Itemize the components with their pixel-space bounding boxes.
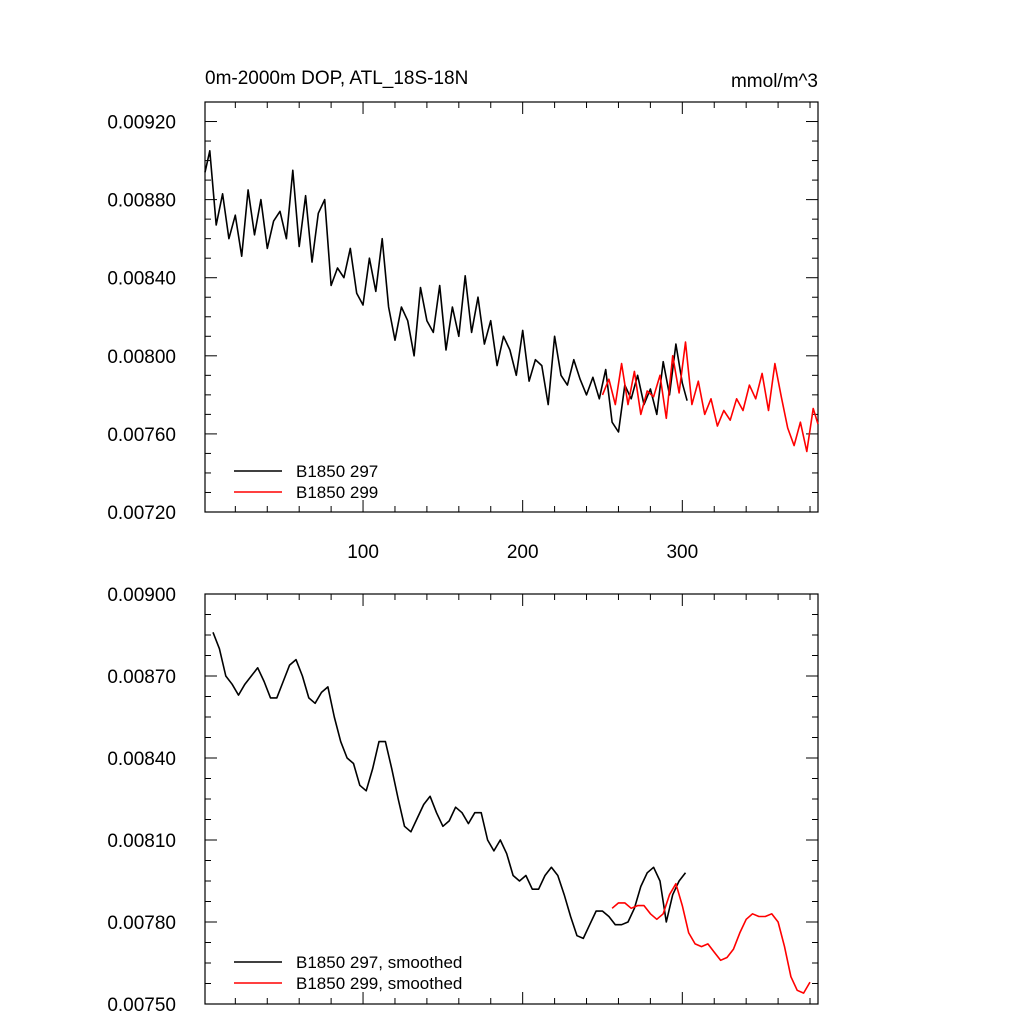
legend-top: B1850 297 B1850 299 — [234, 462, 378, 502]
y-tick-label: 0.00880 — [107, 191, 176, 212]
legend-label-b1850-299-smoothed: B1850 299, smoothed — [296, 974, 462, 993]
series-line-b1850-297 — [204, 150, 688, 433]
y-tick-label: 0.00750 — [107, 995, 176, 1016]
legend-bottom: B1850 297, smoothed B1850 299, smoothed — [234, 953, 462, 993]
legend-label-b1850-297-smoothed: B1850 297, smoothed — [296, 953, 462, 972]
y-tick-label: 0.00870 — [107, 667, 176, 688]
units-label: mmol/m^3 — [731, 71, 818, 92]
x-tick-label: 200 — [507, 542, 539, 563]
y-tick-label: 0.00840 — [107, 749, 176, 770]
y-tick-label: 0.00800 — [107, 347, 176, 368]
chart-title: 0m-2000m DOP, ATL_18S-18N — [205, 68, 468, 89]
series-line-b1850-297-smoothed — [212, 632, 687, 940]
panel-top: 0m-2000m DOP, ATL_18S-18N mmol/m^3 0.007… — [107, 68, 819, 563]
series-line-b1850-299-smoothed — [611, 882, 811, 994]
y-tick-label: 0.00900 — [107, 585, 176, 606]
legend-label-b1850-297: B1850 297 — [296, 462, 378, 481]
plot-frame-top — [204, 101, 819, 513]
series-lines-top — [204, 150, 819, 453]
y-tick-label: 0.00920 — [107, 113, 176, 134]
x-tick-label: 300 — [666, 542, 698, 563]
x-tick-label: 100 — [347, 542, 379, 563]
y-ticks-bottom: 0.00750 0.00780 0.00810 0.00840 0.00870 0.009… — [107, 585, 818, 1016]
legend-label-b1850-299: B1850 299 — [296, 483, 378, 502]
series-lines-bottom — [212, 632, 811, 994]
panel-bottom: 0.00750 0.00780 0.00810 0.00840 0.00870 0.009… — [107, 585, 819, 1016]
y-tick-label: 0.00720 — [107, 503, 176, 524]
y-tick-label: 0.00840 — [107, 269, 176, 290]
x-ticks-bottom — [234, 594, 811, 1004]
y-tick-label: 0.00810 — [107, 831, 176, 852]
x-ticks-top: 100 200 300 — [234, 102, 811, 563]
y-ticks-top: 0.00720 0.00760 0.00800 0.00840 0.00880 0.009… — [107, 113, 818, 524]
y-tick-label: 0.00760 — [107, 425, 176, 446]
series-line-b1850-299 — [601, 341, 819, 453]
y-tick-label: 0.00780 — [107, 913, 176, 934]
